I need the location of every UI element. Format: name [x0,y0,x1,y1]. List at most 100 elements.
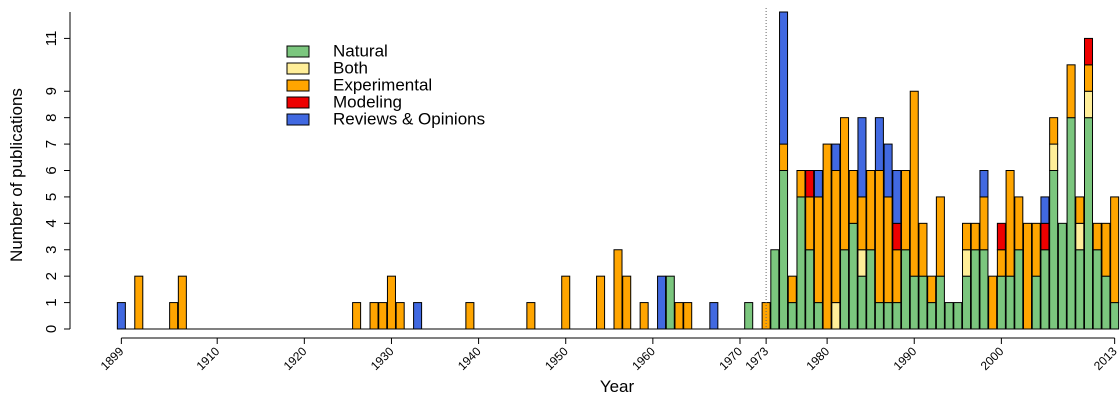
bar-segment [1110,196,1120,304]
bar-segment [840,249,850,330]
bar-segment [1040,196,1050,224]
bar-segment [1083,90,1094,119]
bar-segment [848,222,858,330]
bar-segment [639,302,649,330]
bar-segment [874,170,884,304]
bar-segment [369,302,379,330]
bar-segment [613,249,623,330]
bar-segment [1083,64,1094,92]
bar-segment [1092,249,1102,330]
bar-segment [413,302,423,330]
bar-segment [901,249,911,330]
bar-segment [674,302,684,330]
bar-segment [1031,275,1041,330]
bar-segment [805,249,815,330]
bar-segment [1023,222,1033,330]
bar-segment [840,117,850,251]
x-tick-label: 1899 [98,344,127,373]
bar-segment [918,222,928,277]
x-tick-label: 2000 [978,344,1007,373]
bar-segment [901,170,911,251]
x-tick-label: 1990 [891,344,920,373]
bar-segment [779,170,789,330]
legend-label: Experimental [333,75,432,94]
bar-segment [177,275,187,330]
x-tick-label: 1950 [542,344,571,373]
bar-segment [1083,37,1094,66]
bar-segment [1031,222,1041,277]
bar-segment [979,170,989,198]
bar-segment [561,275,571,330]
bar-segment [831,170,841,304]
y-tick-label: 2 [43,272,60,280]
y-tick-label: 9 [43,87,60,95]
bar-segment [813,302,823,330]
bar-segment [909,90,919,277]
x-tick-label: 1970 [716,344,745,373]
x-tick-label: 1930 [368,344,397,373]
y-tick-label: 4 [43,219,60,227]
bar-segment [805,196,815,251]
bar-segment [988,275,998,330]
bar-segment [395,302,405,330]
y-tick-label: 0 [43,325,60,333]
y-tick-label: 1 [43,298,60,306]
bar-segment [779,11,789,145]
bar-segment [866,170,876,251]
bar-segment [796,170,806,198]
x-tick-label: 2013 [1091,344,1120,373]
bar-segment [979,249,989,330]
legend-swatch [286,113,310,126]
bar-segment [526,302,536,330]
bar-segment [1101,222,1111,277]
bar-segment [918,275,928,330]
bar-segment [779,143,789,171]
bar-segment [996,249,1006,277]
bar-segment [935,196,945,277]
bar-segment [787,302,797,330]
bar-segment [744,302,754,330]
bar-segment [1049,170,1059,330]
bar-segment [979,196,989,251]
bar-segment [1066,64,1076,119]
bar-segment [953,302,963,330]
bar-segment [962,249,972,277]
bar-segment [1057,222,1067,330]
x-tick-label: 1940 [455,344,484,373]
bar-segment [892,302,902,330]
bar-segment [1040,249,1050,330]
bar-segment [1075,222,1085,251]
bar-segment [935,275,945,330]
x-tick-label: 1980 [803,344,832,373]
legend-label: Modeling [333,92,402,111]
bar-segment [1075,196,1085,224]
bar-segment [657,275,667,330]
legend-label: Reviews & Opinions [333,109,485,128]
x-tick-label: 1920 [281,344,310,373]
bar-segment [622,275,632,330]
y-tick-label: 3 [43,246,60,254]
y-tick-label: 5 [43,193,60,201]
y-tick-label: 11 [43,31,60,47]
bar-segment [970,222,980,251]
y-axis-label: Number of publications [7,88,26,262]
y-tick-label: 7 [43,140,60,148]
bar-segment [1066,117,1076,330]
legend-swatch [286,79,310,92]
bar-segment [709,302,719,330]
bar-segment [848,170,858,224]
bar-segment [866,249,876,330]
x-axis-label: Year [600,377,635,396]
bar-segment [944,302,954,330]
bar-segment [962,222,972,251]
bar-segment [892,249,902,304]
bar-segment [996,275,1006,330]
bar-segment [1075,249,1085,330]
legend-swatch [286,62,310,75]
bar-segment [927,302,937,330]
bar-segment [1014,249,1024,330]
legend-swatch [286,45,310,58]
bar-segment [857,275,867,330]
bar-segment [805,170,815,198]
